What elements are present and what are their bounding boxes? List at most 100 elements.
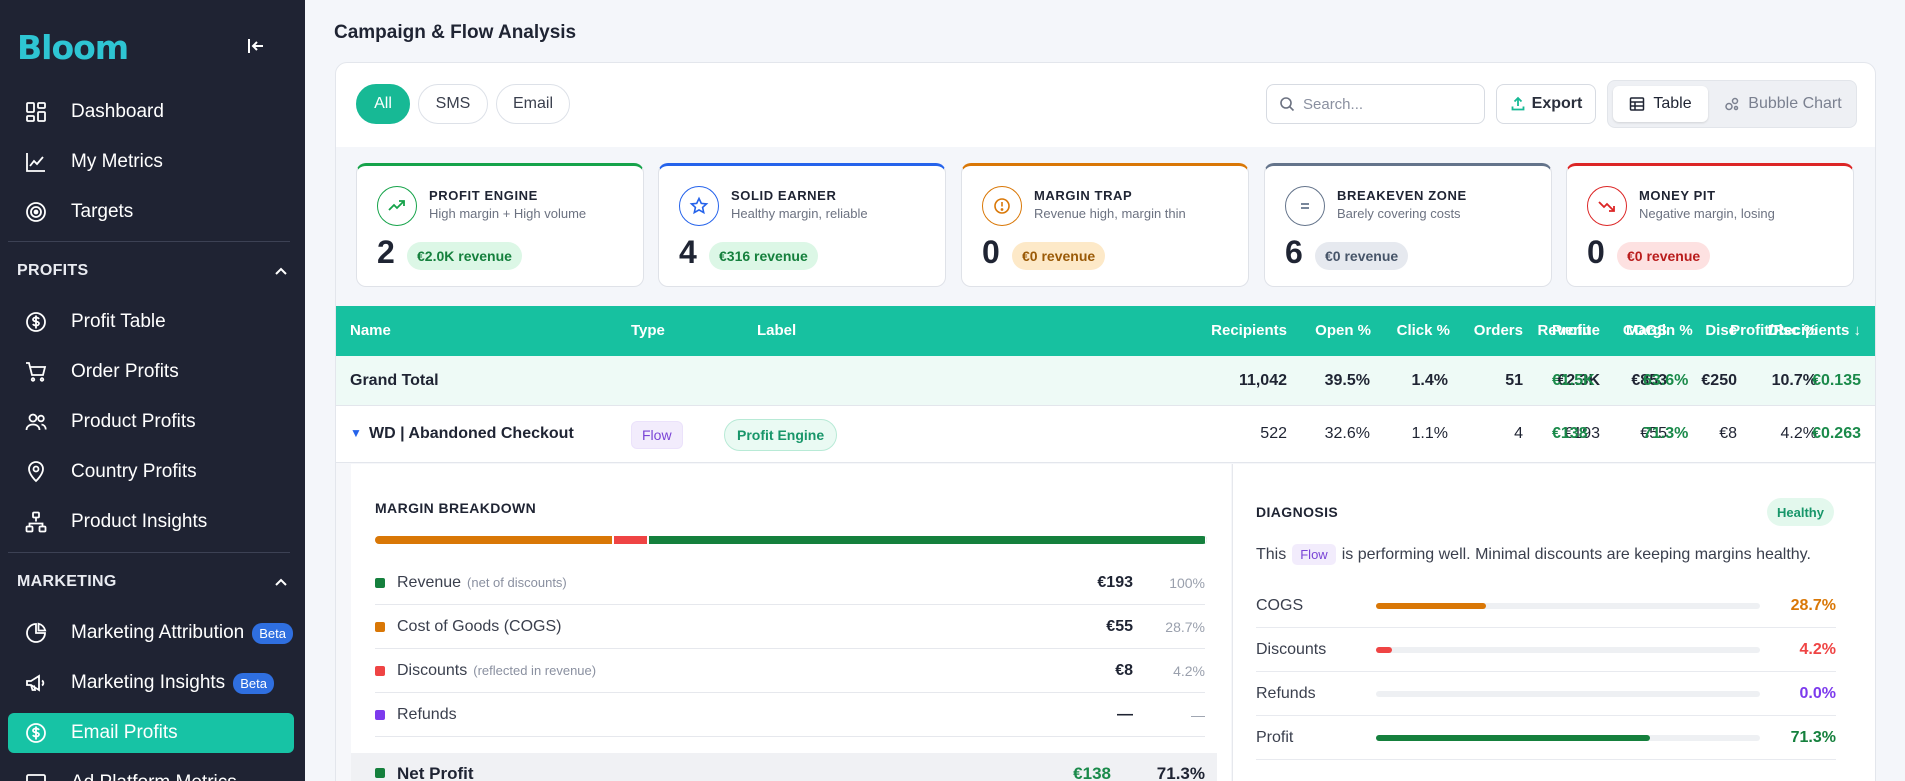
diagnosis-pct: 71.3% [1790,728,1836,746]
column-header-profit-per-recipient[interactable]: Profit/Recipients ↓ [1730,322,1861,339]
breakdown-row-revenue: Revenue (net of discounts) €193 100% [375,561,1205,605]
users-icon [25,413,47,431]
diagnosis-row-refunds: Refunds 0.0% [1256,672,1836,716]
column-header-cogs[interactable]: COGS [1622,322,1667,339]
column-header-disc[interactable]: Disc [1705,322,1737,339]
column-header-profit[interactable]: Profit [1552,322,1592,339]
search-box [1266,84,1485,124]
diagnosis-label: COGS [1256,596,1304,614]
section-label: PROFITS [17,262,89,279]
view-bubble-chart-button[interactable]: Bubble Chart [1712,86,1854,122]
equals-icon [1285,186,1325,226]
diagnosis-label: Refunds [1256,684,1316,702]
sidebar-item-product-profits[interactable]: Product Profits [8,402,294,442]
export-label: Export [1531,95,1583,112]
dollar-circle-icon [26,312,46,332]
diagnosis-text-after: is performing well. Minimal discounts ar… [1341,545,1811,563]
sidebar-item-marketing-attribution[interactable]: Marketing Attribution Beta [8,613,294,653]
breakdown-label: Refunds [397,705,457,723]
grand-total-click: 1.4% [1411,372,1448,389]
view-table-button[interactable]: Table [1613,86,1708,122]
kpi-card-breakeven-zone[interactable]: BREAKEVEN ZONE Barely covering costs 6 €… [1264,163,1552,287]
sidebar-item-label: Profit Table [71,311,166,332]
sidebar-item-email-profits[interactable]: Email Profits [8,713,294,753]
sidebar-item-my-metrics[interactable]: My Metrics [8,142,294,182]
column-header-revenue[interactable]: Revenue [1537,322,1600,339]
column-header-margin[interactable]: Margin % [1626,322,1693,339]
diagnosis-label: Discounts [1256,640,1327,658]
section-profits-header[interactable]: PROFITS [17,262,289,280]
filter-tab-all[interactable]: All [356,84,410,124]
filter-tab-sms[interactable]: SMS [418,84,488,124]
sidebar-item-profit-table[interactable]: Profit Table [8,302,294,342]
margin-breakdown-panel [351,464,1231,781]
legend-dot [375,709,385,720]
kpi-revenue-pill: €0 revenue [1617,242,1711,270]
diagnosis-bar-track [1376,647,1760,653]
breakdown-label: Discounts [397,661,468,679]
grand-total-margin: 63.6% [1643,372,1689,389]
grand-total-orders: 51 [1505,372,1523,389]
kpi-subtitle: Negative margin, losing [1639,206,1775,221]
sidebar-item-dashboard[interactable]: Dashboard [8,92,294,132]
kpi-title: SOLID EARNER [731,188,837,203]
sidebar-item-country-profits[interactable]: Country Profits [8,452,294,492]
column-header-click[interactable]: Click % [1396,322,1450,339]
grand-total-recipients: 11,042 [1238,372,1287,389]
diagnosis-bar-track [1376,603,1760,609]
section-marketing-header[interactable]: MARKETING [17,573,289,591]
breakdown-row-refunds: Refunds — — [375,693,1205,737]
logo[interactable]: Bloom [17,28,129,67]
column-header-orders[interactable]: Orders [1473,322,1523,339]
export-button[interactable]: Export [1496,84,1596,124]
sidebar-item-product-insights[interactable]: Product Insights [8,502,294,542]
filter-tab-email[interactable]: Email [496,84,570,124]
row-name: WD | Abandoned Checkout [369,425,574,442]
column-header-label[interactable]: Label [757,322,797,339]
column-header-name[interactable]: Name [350,322,391,339]
expand-toggle-icon[interactable]: ▼ [350,426,362,440]
sidebar-item-label: Dashboard [71,101,164,122]
chevron-up-icon [275,267,287,275]
kpi-card-money-pit[interactable]: MONEY PIT Negative margin, losing 0 €0 r… [1566,163,1854,287]
row-cogs: €55 [1640,425,1667,442]
breakdown-pct: — [1191,706,1205,723]
column-header-disc-pct[interactable]: Disc % [1767,322,1817,339]
diagnosis-text-before: This [1256,545,1287,563]
kpi-card-profit-engine[interactable]: PROFIT ENGINE High margin + High volume … [356,163,644,287]
target-icon [26,202,46,222]
sidebar-item-order-profits[interactable]: Order Profits [8,352,294,392]
kpi-subtitle: High margin + High volume [429,206,587,221]
column-header-type[interactable]: Type [631,322,665,339]
sidebar-item-label: Marketing Insights [71,672,226,693]
sidebar-item-ad-platform-metrics[interactable]: Ad Platform Metrics [8,763,294,781]
legend-dot [375,665,385,676]
breakdown-value: €193 [1097,573,1133,591]
sidebar-item-label: Product Profits [71,411,196,432]
diagnosis-text: This Flow is performing well. Minimal di… [1256,544,1811,565]
row-click: 1.1% [1411,425,1448,442]
sidebar: Bloom Dashboard My Metrics Targets PROFI… [0,0,305,781]
kpi-card-solid-earner[interactable]: SOLID EARNER Healthy margin, reliable 4 … [658,163,946,287]
cart-icon [26,362,47,382]
grand-total-row: Grand Total 11,042 39.5% 1.4% 51 €2.3K €… [336,356,1875,406]
kpi-subtitle: Barely covering costs [1337,206,1461,221]
table-row[interactable]: ▼ WD | Abandoned Checkout Flow Profit En… [336,407,1875,463]
sidebar-item-label: Marketing Attribution [71,622,245,643]
sidebar-item-marketing-insights[interactable]: Marketing Insights Beta [8,663,294,703]
sidebar-item-targets[interactable]: Targets [8,192,294,232]
column-header-open[interactable]: Open % [1315,322,1371,339]
legend-dot [375,768,385,778]
kpi-revenue-pill: €2.0K revenue [407,242,522,270]
view-bubble-label: Bubble Chart [1748,95,1842,112]
diagnosis-title: DIAGNOSIS [1256,504,1339,520]
collapse-sidebar-button[interactable] [242,32,270,60]
grand-total-cogs: €853 [1631,372,1667,389]
grand-total-revenue: €2.3K [1557,372,1600,389]
search-input[interactable] [1303,95,1463,113]
grand-total-profit: €1.5K [1552,372,1595,389]
margin-breakdown-bar [375,536,1207,544]
sidebar-item-label: Email Profits [71,722,178,743]
kpi-card-margin-trap[interactable]: MARGIN TRAP Revenue high, margin thin 0 … [961,163,1249,287]
column-header-recipients[interactable]: Recipients [1211,322,1287,339]
